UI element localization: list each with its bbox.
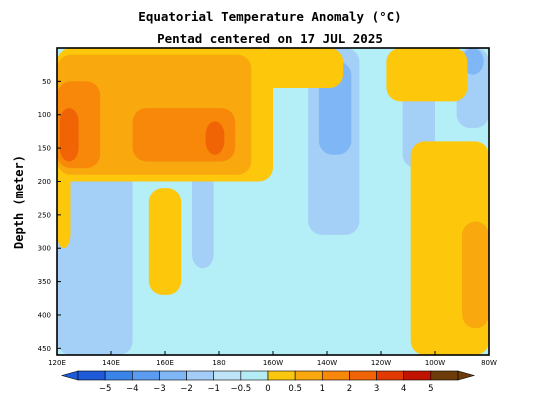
- y-tick-label: 150: [38, 145, 51, 153]
- anomaly-region: [59, 108, 79, 162]
- chart-subtitle: Pentad centered on 17 JUL 2025: [157, 31, 383, 46]
- y-axis-label: Depth (meter): [12, 155, 26, 249]
- colorbar-arrow-left: [60, 370, 79, 381]
- colorbar-swatch: [403, 370, 432, 381]
- anomaly-region: [148, 188, 182, 295]
- colorbar-swatch: [349, 370, 377, 381]
- anomaly-region: [205, 121, 225, 155]
- anomaly-region: [256, 48, 344, 89]
- colorbar-swatch: [159, 370, 187, 381]
- colorbar-swatch: [376, 370, 405, 381]
- colorbar: −5 −4 −3 −2 −1 −0.5 0 0.5 1 2 3 4 5: [60, 370, 476, 394]
- y-tick-label: 350: [38, 278, 51, 286]
- colorbar-label: 4: [401, 384, 406, 394]
- colorbar-label: −0.5: [231, 384, 252, 394]
- colorbar-swatch: [240, 370, 269, 381]
- colorbar-label: −2: [180, 384, 193, 394]
- anomaly-region: [57, 161, 133, 355]
- colorbar-swatch: [267, 370, 296, 381]
- y-tick-label: 450: [38, 345, 51, 353]
- y-tick-label: 200: [38, 178, 51, 186]
- colorbar-label: 3: [374, 384, 379, 394]
- x-tick-label: 80W: [481, 359, 497, 367]
- colorbar-label: −5: [99, 384, 112, 394]
- colorbar-label: 0: [265, 384, 270, 394]
- colorbar-swatch: [77, 370, 106, 381]
- chart-title: Equatorial Temperature Anomaly (°C): [138, 9, 401, 24]
- colorbar-label: 1: [320, 384, 325, 394]
- anomaly-region: [192, 154, 214, 269]
- x-tick-label: 160E: [156, 359, 174, 367]
- axes: 120E 140E 160E 180 160W 140W 120W 100W 80W 50 100 1…: [38, 47, 497, 367]
- y-tick-label: 300: [38, 245, 51, 253]
- colorbar-label: −1: [207, 384, 220, 394]
- colorbar-swatch: [186, 370, 215, 381]
- anomaly-region: [386, 48, 468, 102]
- colorbar-swatch: [321, 370, 350, 381]
- x-tick-label: 180: [212, 359, 225, 367]
- colorbar-label: 5: [428, 384, 433, 394]
- y-tick-label: 400: [38, 311, 51, 319]
- x-tick-label: 160W: [263, 359, 283, 367]
- colorbar-label: −3: [153, 384, 166, 394]
- anomaly-region: [462, 221, 489, 329]
- y-tick-label: 100: [38, 111, 51, 119]
- y-tick-label: 50: [42, 78, 51, 86]
- x-tick-label: 140W: [317, 359, 337, 367]
- x-tick-label: 140E: [102, 359, 120, 367]
- plot-area: [57, 48, 489, 355]
- colorbar-swatch: [131, 370, 160, 381]
- colorbar-label: 2: [347, 384, 352, 394]
- colorbar-swatch: [430, 370, 459, 381]
- x-tick-label: 100W: [425, 359, 445, 367]
- colorbar-swatch: [294, 370, 323, 381]
- y-tick-label: 250: [38, 211, 51, 219]
- colorbar-label: −4: [126, 384, 139, 394]
- colorbar-swatch: [213, 370, 242, 381]
- x-tick-label: 120E: [48, 359, 66, 367]
- colorbar-swatch: [104, 370, 133, 381]
- x-tick-label: 120W: [371, 359, 391, 367]
- colorbar-arrow-right: [457, 370, 476, 381]
- colorbar-label: 0.5: [288, 384, 302, 394]
